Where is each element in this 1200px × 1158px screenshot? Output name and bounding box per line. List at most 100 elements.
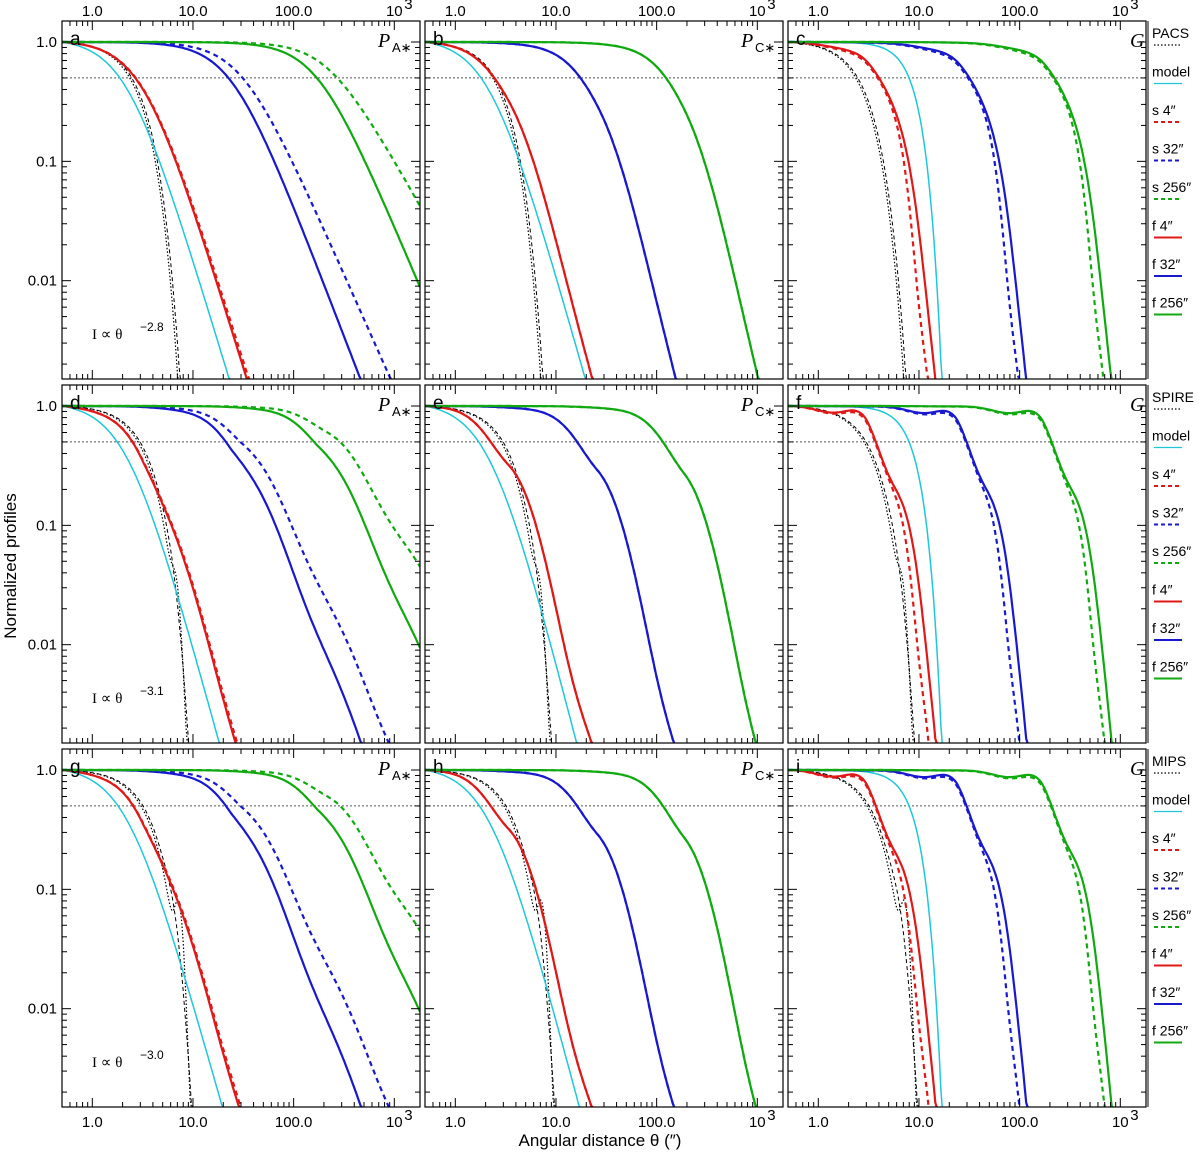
legend-label-s32-dashed: s 32″	[1152, 869, 1183, 885]
series-f-256	[62, 404, 420, 649]
beam-profile	[788, 769, 918, 1107]
legend-label-s4-solid: f 4″	[1152, 582, 1173, 598]
panel-name: P	[377, 394, 390, 416]
x-tick-label: 10	[1112, 1114, 1129, 1131]
panel-name: P	[377, 30, 390, 52]
series-model	[425, 769, 581, 1107]
x-tick-label: 10.0	[541, 1114, 570, 1131]
panel-name: G	[1130, 758, 1145, 780]
series-f-4	[788, 40, 937, 379]
y-tick-label: 1.0	[36, 762, 57, 779]
x-tick-label: 100.0	[1001, 1114, 1039, 1131]
x-tick-label: 1.0	[808, 3, 829, 20]
legend-label-s256-dashed: s 256″	[1152, 543, 1191, 559]
legend-label-s32-solid: f 32″	[1152, 620, 1180, 636]
y-tick-label: 1.0	[36, 398, 57, 415]
panel-name-sub: A∗	[392, 768, 412, 783]
panel-b: 1.0 10.0 100.0 10 3 b P C∗	[424, 0, 784, 380]
panel-curves	[62, 768, 420, 1107]
x-tick-label-exp: 3	[767, 1107, 775, 1124]
series-f-4	[62, 40, 249, 379]
x-tick-label-exp: 3	[1130, 0, 1138, 13]
legend-label-s32-solid: f 32″	[1152, 984, 1180, 1000]
series-f-4	[425, 768, 594, 1107]
legend-instrument: SPIRE	[1152, 389, 1194, 405]
series-f-256	[788, 40, 1113, 379]
panel-e: e P C∗	[424, 384, 784, 744]
legend-label-s4-solid: f 4″	[1152, 218, 1173, 234]
panel-c: 1.0 10.0 100.0 10 3 c G	[787, 0, 1147, 380]
series-f-256	[788, 404, 1114, 743]
panel-name: G	[1130, 30, 1145, 52]
beam-profile-smoothed	[425, 769, 557, 1107]
panel-letter: f	[796, 393, 802, 414]
series-f-256	[788, 768, 1114, 1107]
legend-label-s32-solid: f 32″	[1152, 256, 1180, 272]
slope-formula: I ∝ θ	[92, 327, 122, 343]
y-tick-label: 0.01	[28, 1001, 57, 1018]
y-tick-label: 0.1	[36, 881, 57, 898]
series-s-4	[425, 40, 594, 379]
series-model	[788, 405, 943, 743]
series-s-32	[788, 40, 1021, 379]
series-model	[62, 41, 231, 379]
series-f-256	[62, 768, 420, 1013]
x-tick-label: 10.0	[904, 3, 933, 20]
series-f-256	[425, 404, 758, 743]
x-axis-title: Angular distance θ (″)	[519, 1131, 682, 1150]
x-tick-label: 1.0	[808, 1114, 829, 1131]
legend-instrument: MIPS	[1152, 753, 1186, 769]
x-tick-label: 10	[386, 3, 403, 20]
series-s-4	[788, 404, 931, 743]
panel-name: P	[740, 758, 753, 780]
x-tick-label: 10.0	[904, 1114, 933, 1131]
x-tick-label: 1.0	[82, 1114, 103, 1131]
series-f-32	[425, 40, 678, 379]
series-f-4	[62, 768, 241, 1107]
legend-label-s4-solid: f 4″	[1152, 946, 1173, 962]
series-model	[62, 405, 221, 743]
series-s-4	[788, 40, 930, 379]
series-f-4	[425, 404, 594, 743]
series-s-256	[425, 768, 758, 1107]
series-f-256	[425, 40, 760, 379]
x-tick-label: 100.0	[1001, 3, 1039, 20]
x-tick-label: 100.0	[638, 3, 676, 20]
series-f-32	[788, 768, 1029, 1107]
panel-curves	[62, 40, 420, 379]
series-s-32	[425, 40, 678, 379]
x-tick-label: 10.0	[541, 3, 570, 20]
series-s-256	[62, 40, 420, 207]
beam-profile-smoothed	[425, 41, 544, 379]
beam-profile	[62, 405, 188, 743]
panel-letter: c	[796, 29, 806, 50]
legend-label-s4-dashed: s 4″	[1152, 102, 1176, 118]
panel-i: 1.0 10.0 100.0 10 3 i G	[787, 748, 1147, 1131]
legend-label-s32-dashed: s 32″	[1152, 141, 1183, 157]
x-tick-label-exp: 3	[1130, 1107, 1138, 1124]
panel-curves	[788, 40, 1113, 379]
series-model	[788, 769, 943, 1107]
series-f-32	[788, 404, 1029, 743]
panel-curves	[425, 768, 758, 1107]
panel-name-sub: C∗	[755, 404, 775, 419]
x-tick-label: 10	[749, 3, 766, 20]
panel-name-sub: A∗	[392, 40, 412, 55]
y-axis-title: Normalized profiles	[1, 493, 20, 639]
legend-label-s256-dashed: s 256″	[1152, 907, 1191, 923]
beam-profile	[425, 41, 543, 379]
panel-frame	[424, 384, 784, 744]
legend-label-s256-solid: f 256″	[1152, 659, 1188, 675]
panel-letter: b	[433, 29, 444, 50]
panel-frame	[424, 748, 784, 1108]
series-s-256	[62, 768, 420, 932]
series-f-4	[788, 404, 938, 743]
series-f-4	[62, 404, 238, 743]
panel-d: 1.0 0.1 0.01 d P A∗ I ∝ θ −3.1	[28, 384, 421, 744]
legend-row-1: PACS model s 4″ s 32″ s 256″ f 4″ f 32″ f 256″	[1152, 25, 1191, 316]
x-tick-label: 10	[386, 1114, 403, 1131]
series-f-4	[788, 768, 938, 1107]
beam-profile	[788, 405, 914, 743]
series-f-256	[425, 768, 758, 1107]
